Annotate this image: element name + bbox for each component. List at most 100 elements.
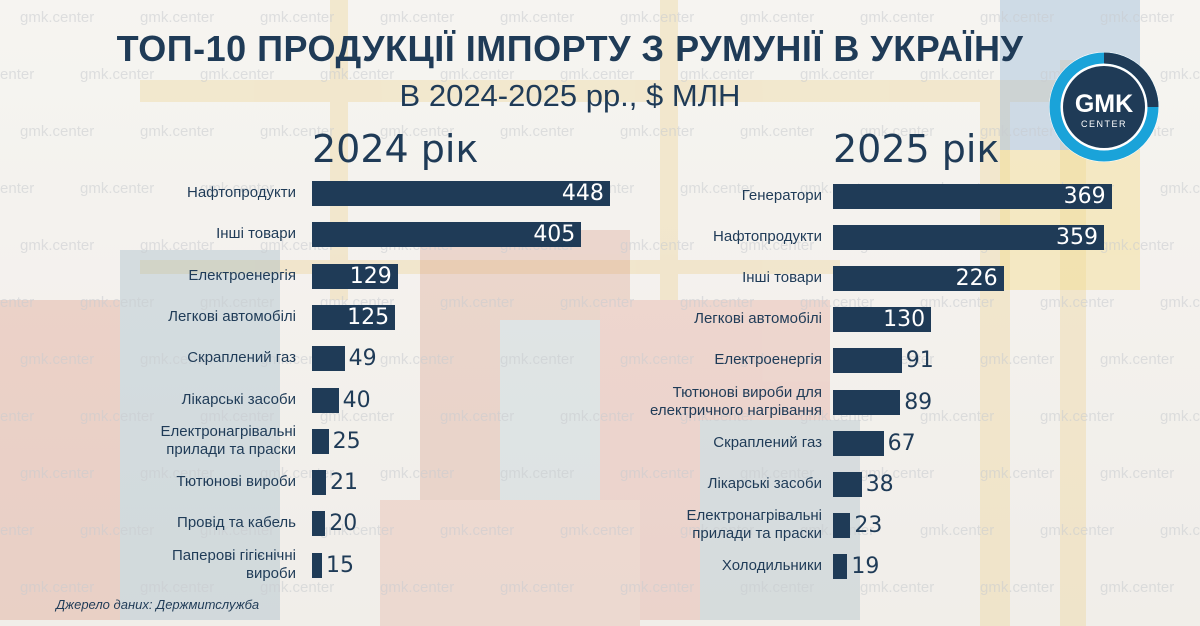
watermark-text: gmk.center [680, 522, 754, 539]
category-label-line: Скраплений газ [187, 349, 296, 367]
watermark-text: gmk.center [980, 123, 1054, 140]
bar [312, 263, 398, 289]
watermark-text: gmk.center [440, 522, 514, 539]
watermark-text: gmk.center [1160, 522, 1200, 539]
watermark-text: gmk.center [260, 579, 334, 596]
category-label-line: Провід та кабель [177, 514, 296, 532]
category-label-line: Тютюнові вироби для [672, 383, 822, 401]
data-label: 15 [325, 552, 354, 578]
data-label: 49 [348, 346, 377, 372]
bar [312, 552, 322, 578]
watermark-text: gmk.center [200, 522, 274, 539]
watermark-text: gmk.center [0, 522, 34, 539]
watermark-text: gmk.center [0, 294, 34, 311]
bar [833, 184, 1112, 209]
watermark-text: gmk.center [440, 294, 514, 311]
watermark-text: gmk.center [560, 66, 634, 83]
watermark-text: gmk.center [920, 408, 994, 425]
bar [833, 430, 884, 456]
category-label: Провід та кабель [0, 514, 296, 532]
bar [833, 512, 851, 538]
watermark-text: gmk.center [620, 9, 694, 26]
watermark-text: gmk.center [380, 465, 454, 482]
watermark-text: gmk.center [200, 294, 274, 311]
watermark-text: gmk.center [1160, 180, 1200, 197]
data-label: 369 [1063, 184, 1106, 209]
category-label-line: електричного нагрівання [650, 401, 822, 419]
bar [312, 346, 345, 372]
category-label: Лікарські засоби [0, 475, 822, 493]
watermark-text: gmk.center [620, 351, 694, 368]
watermark-text: gmk.center [380, 351, 454, 368]
category-label: Легкові автомобілі [0, 308, 296, 326]
category-label-line: Електроенергія [714, 351, 822, 369]
watermark-text: gmk.center [980, 9, 1054, 26]
category-label-line: Інші товари [216, 225, 296, 243]
watermark-text: gmk.center [1160, 294, 1200, 311]
watermark-text: gmk.center [680, 66, 754, 83]
watermark-text: gmk.center [920, 66, 994, 83]
bar [833, 471, 862, 497]
watermark-text: gmk.center [800, 294, 874, 311]
category-label-line: прилади та праски [166, 440, 296, 458]
bar [833, 553, 848, 579]
bar [833, 225, 1105, 251]
watermark-text: gmk.center [980, 579, 1054, 596]
watermark-text: gmk.center [500, 123, 574, 140]
data-label: 38 [865, 471, 894, 497]
category-label: Інші товари [0, 269, 822, 287]
bar [833, 389, 901, 415]
watermark-text: gmk.center [140, 465, 214, 482]
bar [312, 387, 339, 413]
category-label: Електронагрівальні прилади та праски [0, 423, 296, 459]
category-label-line: Електронагрівальні [160, 422, 296, 440]
data-label: 448 [561, 181, 604, 206]
watermark-text: gmk.center [1100, 237, 1174, 254]
watermark-text: gmk.center [920, 522, 994, 539]
bar [833, 266, 1004, 292]
watermark-text: gmk.center [1100, 579, 1174, 596]
data-label: 91 [905, 348, 934, 374]
watermark-text: gmk.center [140, 579, 214, 596]
bar [833, 307, 932, 333]
source-note: Джерело даних: Держмитслужба [56, 597, 260, 612]
category-label-line: Електроенергія [188, 266, 296, 284]
watermark-text: gmk.center [740, 9, 814, 26]
panel-title-2025: 2025 рік [833, 127, 1000, 171]
watermark-text: gmk.center [620, 123, 694, 140]
watermark-text: gmk.center [740, 237, 814, 254]
data-label: 20 [329, 511, 358, 537]
data-label: 129 [349, 263, 392, 289]
category-label: Інші товари [0, 225, 296, 243]
category-label: Скраплений газ [0, 434, 822, 452]
data-label: 405 [533, 222, 576, 248]
watermark-text: gmk.center [1100, 465, 1174, 482]
category-label: Нафтопродукти [0, 184, 296, 202]
watermark-text: gmk.center [800, 66, 874, 83]
category-label: Лікарські засоби [0, 391, 296, 409]
category-label-line: Інші товари [742, 269, 822, 287]
data-label: 21 [329, 470, 358, 496]
watermark-text: gmk.center [0, 66, 34, 83]
watermark-text: gmk.center [200, 66, 274, 83]
category-label-line: Нафтопродукти [187, 184, 296, 201]
category-label-line: Легкові автомобілі [694, 310, 822, 328]
watermark-text: gmk.center [20, 9, 94, 26]
watermark-text: gmk.center [80, 408, 154, 425]
category-label: Генератори [0, 187, 822, 205]
watermark-text: gmk.center [320, 66, 394, 83]
logo-text-bottom: CENTER [1081, 119, 1127, 129]
chart-subtitle: В 2024-2025 рр., $ МЛН [399, 78, 741, 113]
category-label-line: Нафтопродукти [713, 228, 822, 246]
category-label-line: Лікарські засоби [181, 390, 296, 408]
watermark-text: gmk.center [380, 123, 454, 140]
category-label: Легкові автомобілі [0, 310, 822, 328]
watermark-text: gmk.center [1040, 294, 1114, 311]
watermark-text: gmk.center [20, 123, 94, 140]
watermark-text: gmk.center [140, 123, 214, 140]
data-label: 23 [854, 512, 883, 538]
category-label: Скраплений газ [0, 349, 296, 367]
bar [312, 470, 326, 496]
watermark-text: gmk.center [1160, 66, 1200, 83]
data-label: 40 [342, 387, 371, 413]
